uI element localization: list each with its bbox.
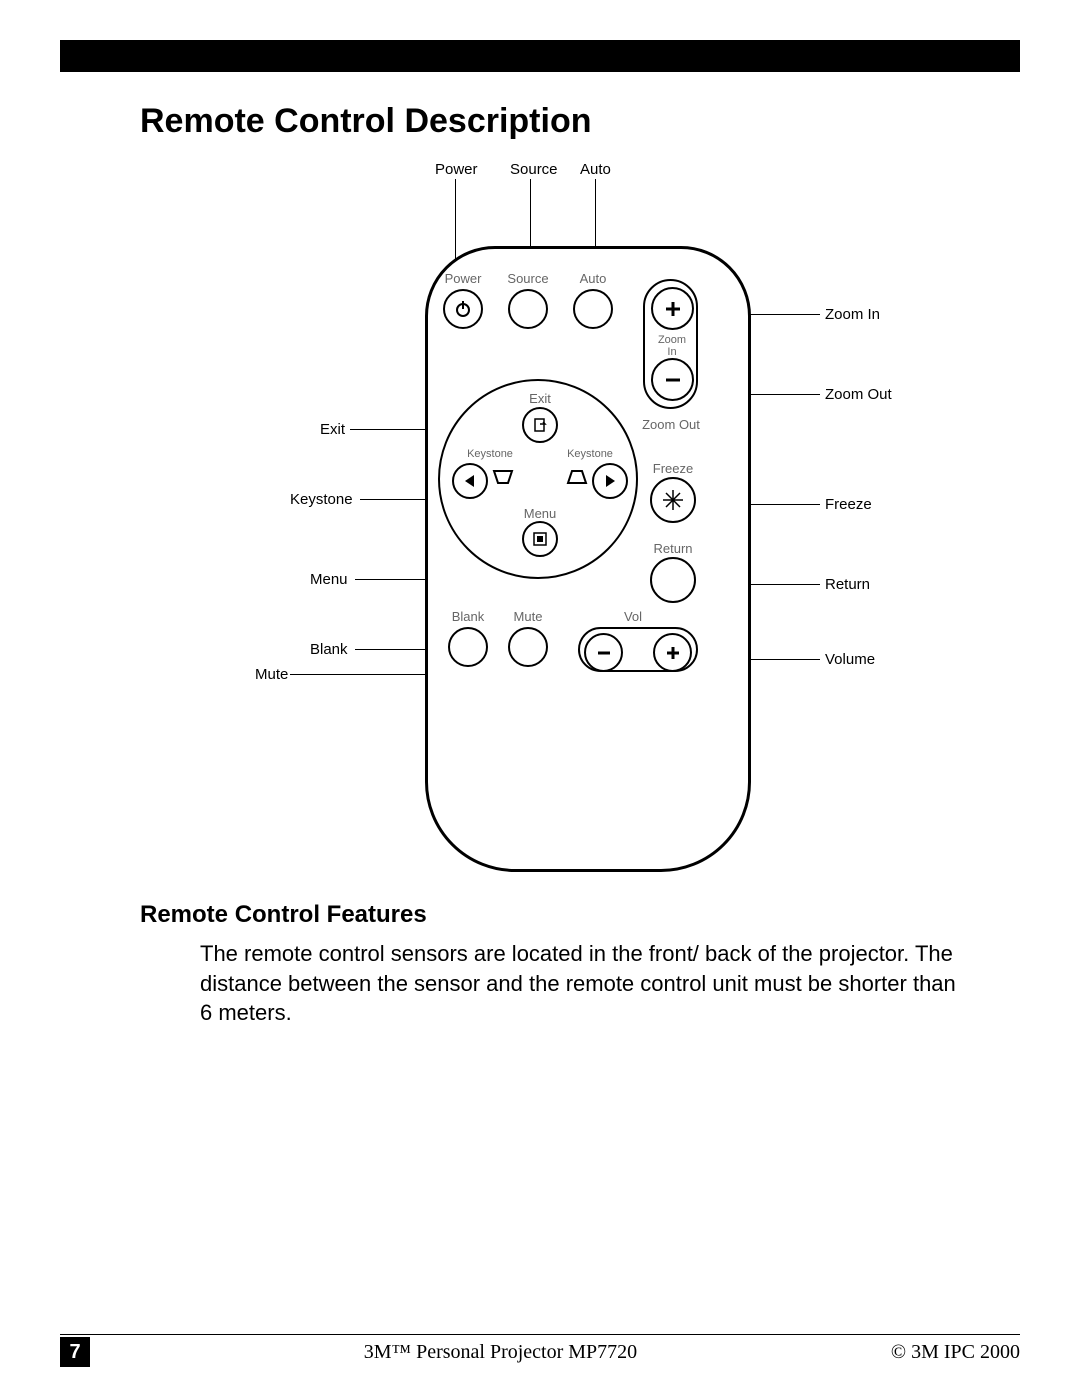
page-footer: 7 3M™ Personal Projector MP7720 © 3M IPC… [60,1334,1020,1367]
label-source: Source [507,271,548,286]
label-exit: Exit [529,391,551,406]
volume-down-button[interactable] [584,633,623,672]
volume-rocker[interactable] [578,627,698,672]
source-button[interactable] [508,289,548,329]
label-return: Return [653,541,692,556]
trapezoid-up-icon [566,469,588,490]
power-icon [453,299,473,319]
label-blank: Blank [452,609,485,624]
keystone-right-button[interactable] [592,463,628,499]
freeze-button[interactable] [650,477,696,523]
zoom-in-button[interactable] [651,287,694,330]
label-freeze: Freeze [653,461,693,476]
zoom-rocker[interactable]: Zoom In [643,279,698,409]
section-subtitle: Remote Control Features [140,901,1020,929]
volume-up-button[interactable] [653,633,692,672]
document-page: Remote Control Description Power Source … [0,0,1080,1397]
label-zoom-out: Zoom Out [642,417,700,432]
remote-diagram: Power Source Auto Exit Keystone Menu Bla… [190,161,890,881]
callout-auto: Auto [580,161,611,178]
body-paragraph: The remote control sensors are located i… [200,939,960,1028]
dpad-circle: Exit Keystone Keystone Menu [438,379,638,579]
label-power: Power [445,271,482,286]
callout-zoom-in: Zoom In [825,306,880,323]
menu-button[interactable] [522,521,558,557]
callout-zoom-out: Zoom Out [825,386,892,403]
label-zoom-in: Zoom In [658,334,686,358]
page-title: Remote Control Description [140,102,1020,141]
mute-button[interactable] [508,627,548,667]
callout-return: Return [825,576,870,593]
footer-center-text: 3M™ Personal Projector MP7720 [110,1341,891,1364]
blank-button[interactable] [448,627,488,667]
label-auto: Auto [580,271,607,286]
footer-copyright: © 3M IPC 2000 [891,1341,1020,1364]
menu-icon [531,530,549,548]
minus-icon [596,645,612,661]
power-button[interactable] [443,289,483,329]
callout-exit: Exit [320,421,345,438]
keystone-left-button[interactable] [452,463,488,499]
minus-icon [664,371,682,389]
plus-icon [665,645,681,661]
exit-button[interactable] [522,407,558,443]
label-mute: Mute [514,609,543,624]
triangle-right-icon [602,473,618,489]
label-vol: Vol [624,609,642,624]
callout-blank: Blank [310,641,348,658]
callout-volume: Volume [825,651,875,668]
triangle-left-icon [462,473,478,489]
callout-source: Source [510,161,558,178]
plus-icon [664,300,682,318]
snowflake-icon [661,488,685,512]
callout-mute: Mute [255,666,288,683]
page-number: 7 [60,1337,90,1367]
exit-icon [531,416,549,434]
label-keystone-l: Keystone [467,448,513,460]
callout-menu: Menu [310,571,348,588]
zoom-out-button[interactable] [651,358,694,401]
callout-power: Power [435,161,478,178]
remote-body: Power Source Auto Zoom In Zoom Out [425,246,751,872]
callout-keystone: Keystone [290,491,353,508]
return-button[interactable] [650,557,696,603]
header-black-bar [60,40,1020,72]
label-menu: Menu [524,506,557,521]
callout-freeze: Freeze [825,496,872,513]
trapezoid-down-icon [492,469,514,490]
auto-button[interactable] [573,289,613,329]
label-keystone-r: Keystone [567,448,613,460]
